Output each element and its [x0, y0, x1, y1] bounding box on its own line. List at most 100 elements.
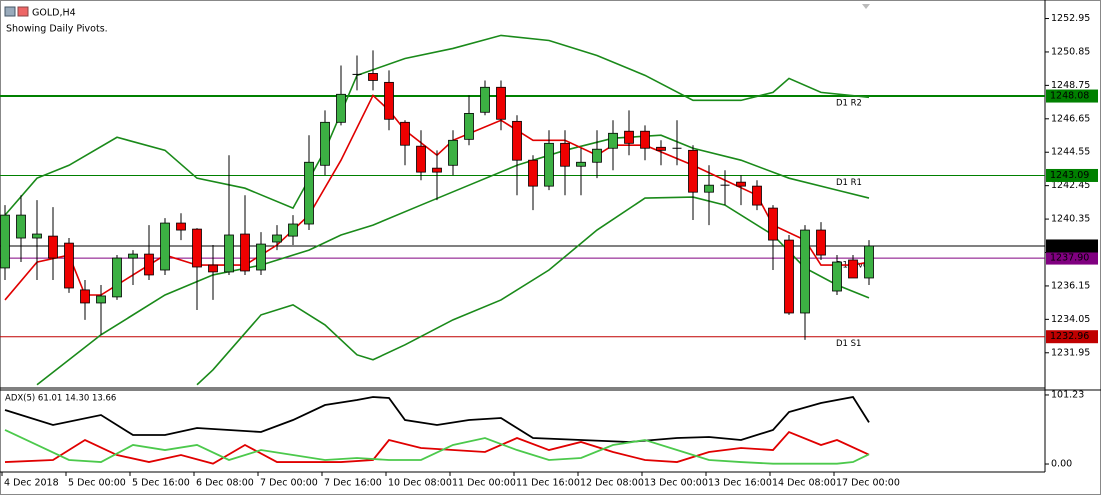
candle-body [640, 130, 650, 149]
candle-body [864, 245, 874, 279]
candle-body [416, 145, 426, 173]
y-tick-label: 1248.75 [1051, 80, 1090, 91]
x-tick-label: 6 Dec 08:00 [196, 478, 254, 489]
candle-body [176, 222, 186, 231]
candle-body [400, 121, 410, 146]
y-tick-label: 1231.95 [1051, 347, 1090, 358]
candle-body [800, 229, 810, 314]
x-tick-label: 14 Dec 08:00 [772, 478, 836, 489]
price-tag [1046, 330, 1098, 344]
y-tick-label: 1234.05 [1051, 314, 1090, 325]
candle-body [592, 148, 602, 163]
candle-body [240, 233, 250, 272]
candle-body [832, 261, 842, 292]
y-tick-label: 101.23 [1051, 389, 1084, 400]
candle-body [0, 214, 10, 269]
candle-body [496, 86, 506, 120]
candle-body [192, 228, 202, 268]
y-tick-label: 1244.55 [1051, 147, 1090, 158]
candle-body [688, 149, 698, 193]
candle-body [208, 264, 218, 273]
y-tick-label: 1242.45 [1051, 180, 1090, 191]
candle-body [656, 146, 666, 151]
candle-body [320, 121, 330, 166]
candle-body [704, 184, 714, 193]
x-tick-label: 4 Dec 2018 [4, 478, 59, 489]
candle-body [32, 233, 42, 239]
candle-body [112, 257, 122, 298]
x-tick-label: 11 Dec 00:00 [452, 478, 516, 489]
x-tick-label: 7 Dec 16:00 [324, 478, 382, 489]
indicator-line [4, 34, 870, 216]
candle-body [608, 132, 618, 149]
candle-body [224, 234, 234, 273]
pivot-name: D1 S1 [836, 339, 861, 349]
price-tag-label: 1238.66 [1050, 240, 1089, 251]
symbol-icon [17, 6, 29, 17]
candle-body [464, 112, 474, 140]
price-tag [1046, 239, 1098, 253]
y-tick-label: 0.00 [1051, 459, 1072, 470]
x-tick-label: 13 Dec 00:00 [644, 478, 708, 489]
adx-line [4, 396, 870, 443]
candle-body [128, 253, 138, 259]
candle-body [144, 253, 154, 276]
candle-body [784, 239, 794, 314]
candle-body [512, 120, 522, 161]
symbol-icon [4, 6, 16, 17]
x-tick-label: 11 Dec 16:00 [516, 478, 580, 489]
candle-body [528, 159, 538, 187]
price-tag-label: 1243.09 [1050, 170, 1089, 181]
y-tick-label: 1250.85 [1051, 46, 1090, 57]
candle-body [336, 93, 346, 123]
candle-body [736, 181, 746, 187]
candle-body [576, 161, 586, 167]
price-tag-label: 1232.96 [1050, 331, 1089, 342]
adx-line [4, 429, 870, 465]
y-tick-label: 1236.15 [1051, 280, 1090, 291]
indicator-title: ADX(5) 61.01 14.30 13.66 [5, 394, 116, 404]
candle-body [16, 214, 26, 239]
candle-body [816, 229, 826, 256]
candle-body [848, 259, 858, 279]
y-tick-label: 1252.95 [1051, 13, 1090, 24]
price-tag [1046, 251, 1098, 265]
candle-body [384, 81, 394, 120]
candle-body [48, 235, 58, 259]
candle-body [272, 234, 282, 243]
trade-marker [862, 4, 870, 9]
candle-body [480, 86, 490, 113]
price-tag-label: 1237.90 [1050, 253, 1089, 264]
x-tick-label: 7 Dec 00:00 [260, 478, 318, 489]
pivot-note: Showing Daily Pivots. [6, 24, 108, 35]
x-tick-label: 10 Dec 08:00 [388, 478, 452, 489]
candle-body [368, 73, 378, 81]
x-tick-label: 12 Dec 08:00 [580, 478, 644, 489]
candle-body [768, 207, 778, 241]
adx-line [4, 430, 870, 465]
y-tick-label: 1240.35 [1051, 214, 1090, 225]
candle-body [432, 167, 442, 173]
candle-body [96, 295, 106, 304]
candle-body [256, 243, 266, 271]
symbol-label: GOLD,H4 [32, 8, 76, 19]
price-tag [1046, 168, 1098, 182]
pivot-name: D1 R1 [836, 178, 862, 188]
price-tag [1046, 89, 1098, 103]
y-tick-label: 1246.65 [1051, 113, 1090, 124]
candle-body [544, 142, 554, 187]
candle-body [288, 223, 298, 237]
candle-body [304, 161, 314, 225]
x-tick-label: 5 Dec 00:00 [68, 478, 126, 489]
price-tag-label: 1248.08 [1050, 91, 1089, 102]
candle-body [624, 130, 634, 144]
pivot-name: D1 R2 [836, 99, 862, 109]
candle-body [448, 139, 458, 166]
x-tick-label: 5 Dec 16:00 [132, 478, 190, 489]
x-tick-label: 13 Dec 16:00 [708, 478, 772, 489]
x-tick-label: 17 Dec 00:00 [836, 478, 900, 489]
candle-body [160, 222, 170, 271]
